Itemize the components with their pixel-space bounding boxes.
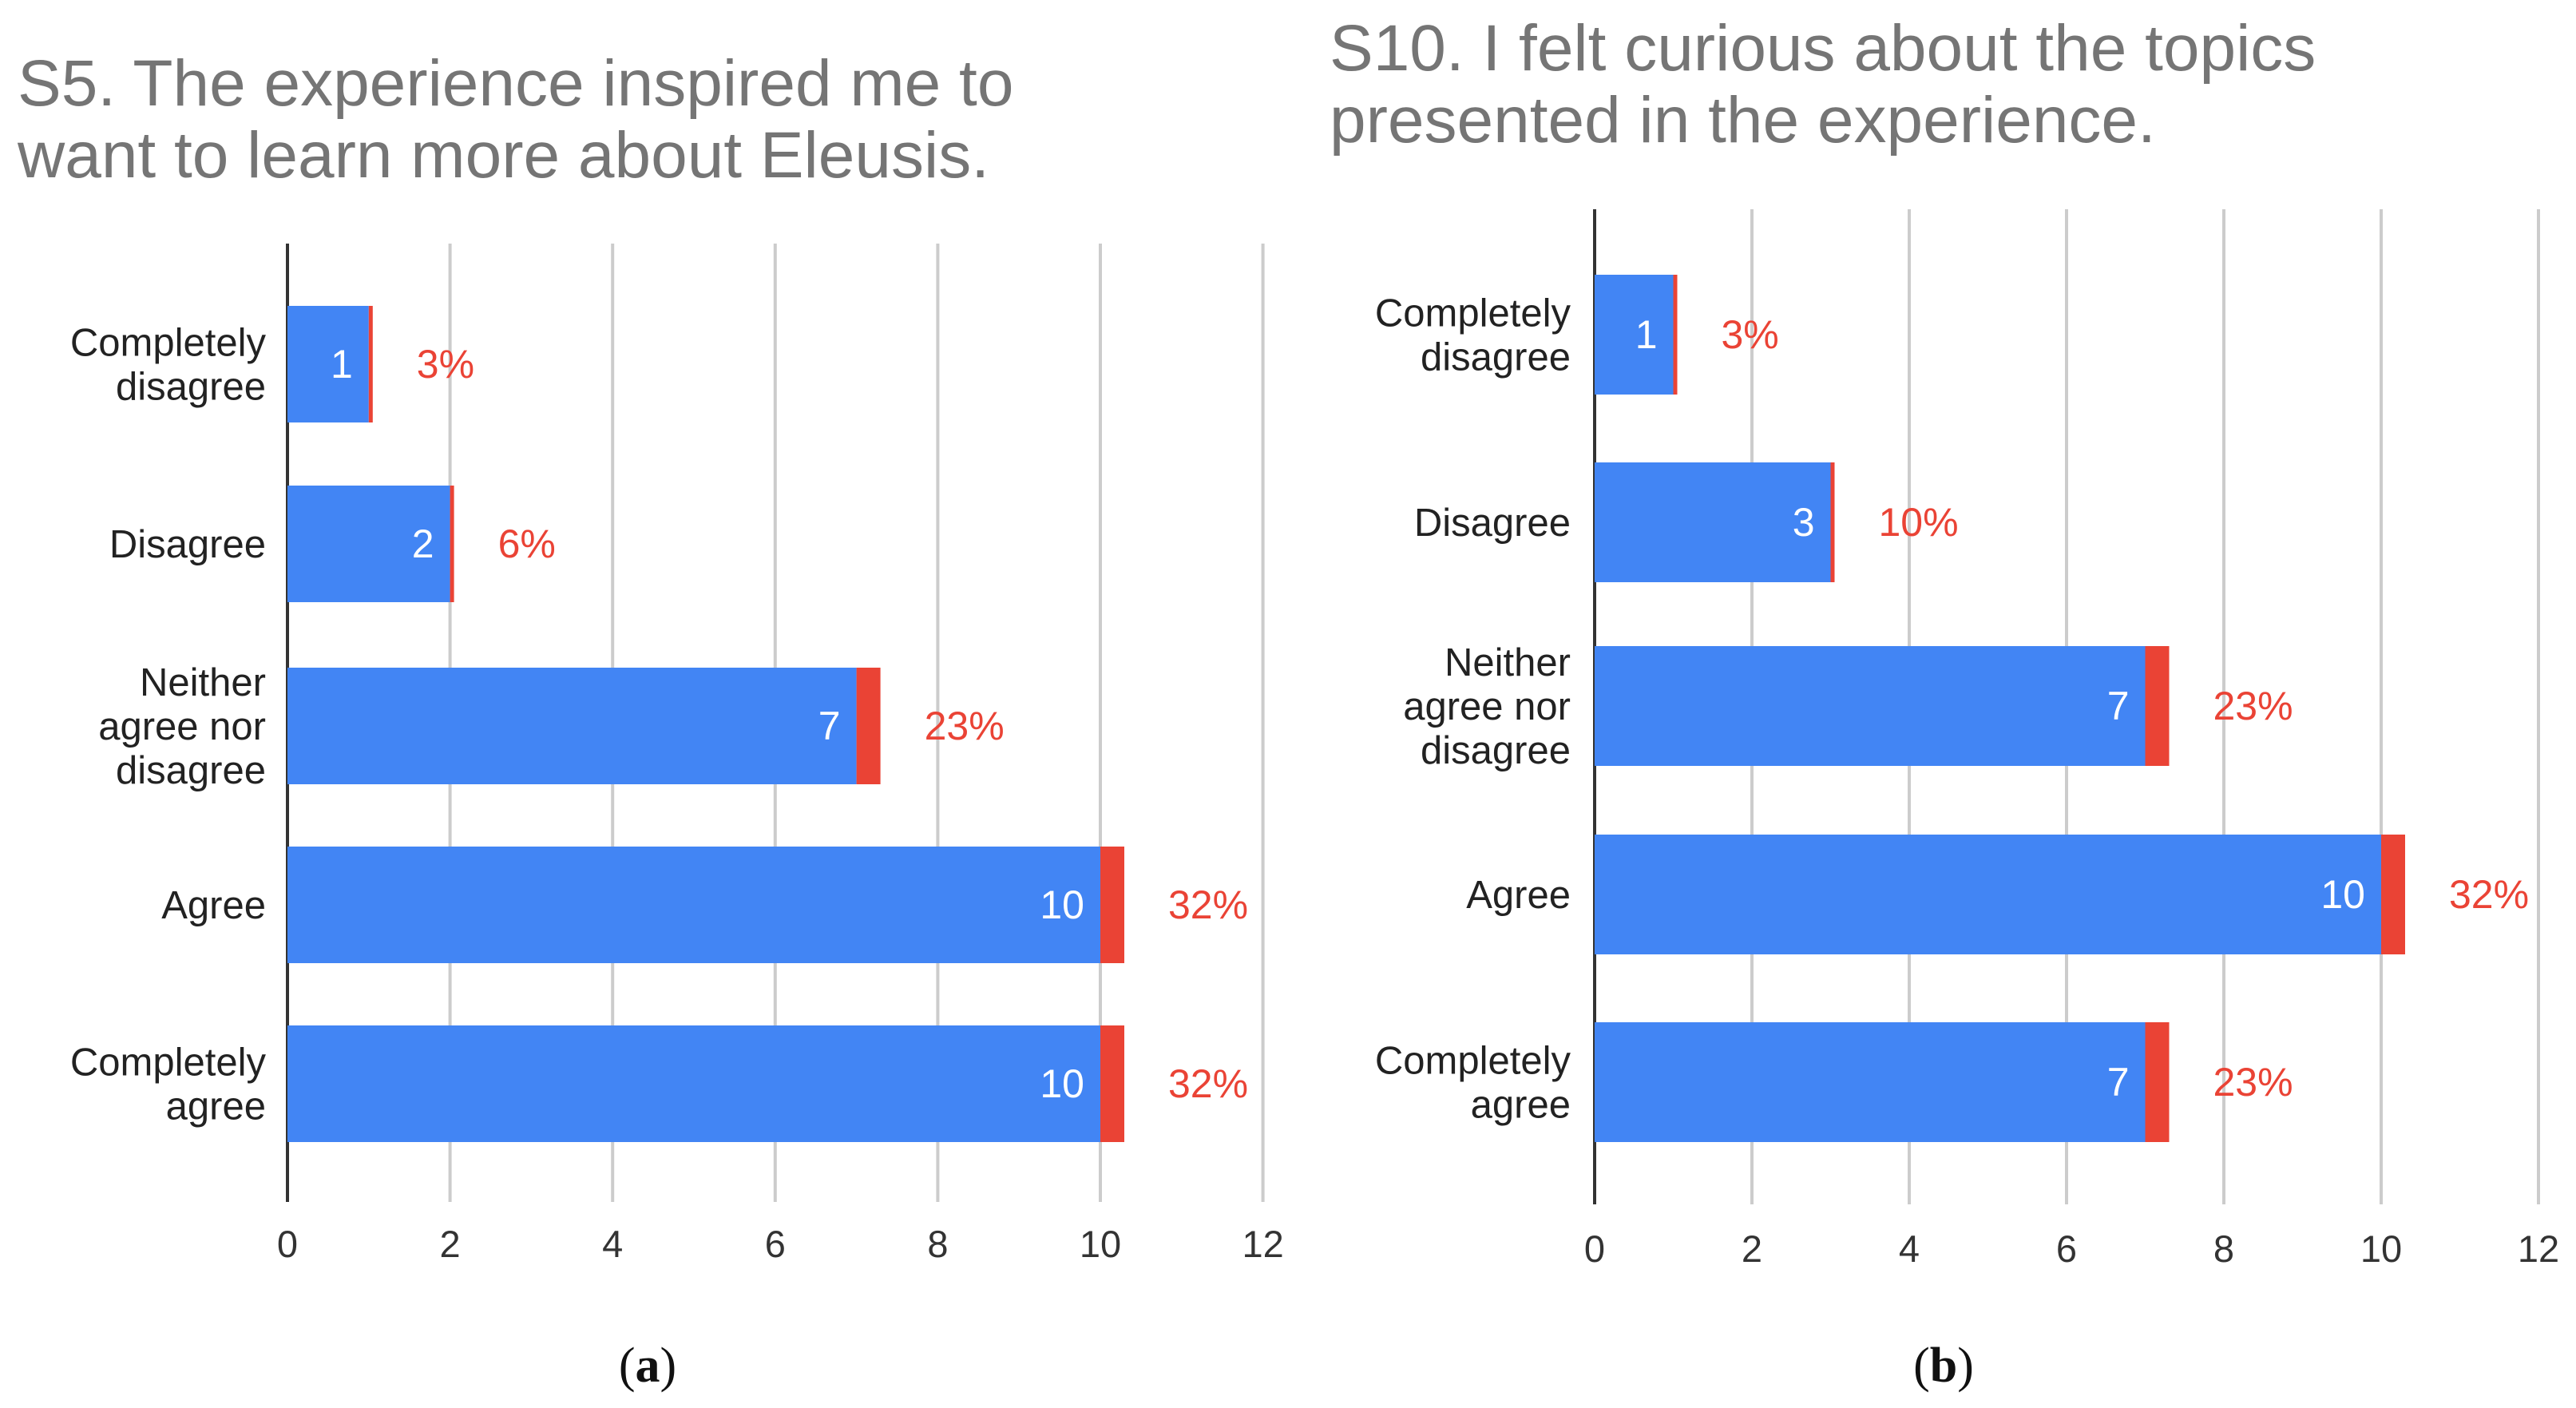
category-label: Completely disagree	[70, 322, 267, 409]
category-label-line: Disagree	[1414, 502, 1571, 545]
x-tick-label: 6	[2056, 1228, 2077, 1270]
category-label: Neither agree nor disagree	[1403, 641, 1571, 772]
bar-percent-label: 3%	[1722, 312, 1779, 357]
category-label: Neither agree nor disagree	[98, 661, 266, 792]
bar-percent-segment	[450, 486, 454, 602]
category-label: Completely agree	[1375, 1040, 1571, 1127]
bar-value-label: 1	[1635, 312, 1658, 357]
chart-title-line: S5. The experience inspired me to	[18, 47, 1013, 120]
bar-value-label: 7	[2107, 684, 2130, 728]
bar-value-label: 10	[1040, 882, 1084, 927]
bar-percent-segment	[1830, 462, 1835, 582]
category-label: Agree	[161, 884, 266, 927]
category-label-line: Agree	[161, 884, 266, 927]
category-label-line: agree nor	[1403, 685, 1571, 728]
bar-value-label: 3	[1793, 500, 1815, 545]
x-tick-label: 10	[1080, 1223, 1121, 1265]
category-label-line: agree	[1471, 1084, 1571, 1127]
chart-title-line: presented in the experience.	[1330, 84, 2156, 157]
caption-close: )	[660, 1339, 677, 1393]
bar	[1595, 646, 2146, 766]
category-label-line: agree nor	[98, 705, 266, 748]
bar-percent-segment	[1673, 275, 1678, 395]
bar	[287, 1025, 1100, 1142]
bar-percent-segment	[2145, 646, 2170, 766]
bar	[287, 847, 1100, 963]
bar	[1595, 462, 1831, 582]
bar-percent-segment	[856, 668, 881, 784]
category-label-line: agree	[166, 1085, 266, 1128]
category-label-line: Agree	[1466, 874, 1571, 917]
bar-value-label: 10	[2320, 872, 2365, 917]
category-label-line: Neither	[140, 661, 266, 704]
bar-percent-label: 32%	[1168, 1061, 1248, 1106]
category-label: Disagree	[109, 523, 266, 566]
category-label: Completely disagree	[1375, 292, 1571, 379]
bar-percent-segment	[2145, 1022, 2170, 1142]
bar-percent-segment	[2381, 835, 2405, 954]
caption-open: (	[1913, 1339, 1930, 1393]
category-label-line: Disagree	[109, 523, 266, 566]
chart-title-line: want to learn more about Eleusis.	[17, 119, 989, 192]
x-tick-label: 8	[927, 1223, 948, 1265]
bar-percent-segment	[1100, 1025, 1124, 1142]
category-label: Agree	[1466, 874, 1571, 917]
x-tick-label: 8	[2213, 1228, 2234, 1270]
bar-percent-label: 3%	[417, 342, 474, 387]
x-tick-label: 2	[1742, 1228, 1762, 1270]
bar-percent-label: 23%	[2213, 1060, 2293, 1105]
bar-value-label: 10	[1040, 1061, 1084, 1106]
panel-b: S10. I felt curious about the topics pres…	[1330, 12, 2559, 1393]
category-label-line: Completely	[1375, 292, 1571, 335]
bar-percent-segment	[368, 306, 373, 422]
category-label-line: Completely	[1375, 1040, 1571, 1083]
bar	[1595, 835, 2381, 954]
caption-open: (	[619, 1339, 636, 1393]
chart-title: S10. I felt curious about the topics pres…	[1330, 12, 2316, 157]
bar-percent-label: 23%	[925, 704, 1005, 748]
category-label-line: disagree	[116, 366, 266, 409]
panel-caption: (b)	[1913, 1339, 1974, 1393]
bar-value-label: 7	[818, 704, 841, 748]
x-tick-label: 0	[1584, 1228, 1605, 1270]
panel-a: S5. The experience inspired me to want to…	[17, 47, 1284, 1393]
bar	[287, 486, 450, 602]
bar	[1595, 1022, 2146, 1142]
x-tick-label: 4	[602, 1223, 623, 1265]
bar-percent-label: 6%	[498, 522, 556, 566]
category-label-line: Neither	[1445, 641, 1571, 684]
x-tick-label: 12	[2518, 1228, 2559, 1270]
x-tick-label: 6	[765, 1223, 786, 1265]
x-tick-label: 12	[1242, 1223, 1283, 1265]
bar-percent-segment	[1100, 847, 1124, 963]
category-label-line: disagree	[1421, 336, 1571, 379]
bar	[1595, 275, 1674, 395]
bar	[287, 668, 857, 784]
category-label: Completely agree	[70, 1041, 267, 1128]
chart-title: S5. The experience inspired me to want to…	[17, 47, 1013, 192]
category-label-line: disagree	[1421, 729, 1571, 772]
x-tick-label: 10	[2360, 1228, 2402, 1270]
x-tick-label: 0	[277, 1223, 298, 1265]
bar-percent-label: 10%	[1879, 500, 1959, 545]
caption-letter: a	[636, 1339, 660, 1393]
category-label-line: Completely	[70, 322, 267, 365]
bar-percent-label: 32%	[1168, 882, 1248, 927]
panel-caption: (a)	[619, 1339, 676, 1393]
caption-close: )	[1957, 1339, 1974, 1393]
chart-title-line: S10. I felt curious about the topics	[1330, 12, 2316, 85]
bar-percent-label: 32%	[2449, 872, 2529, 917]
bar-value-label: 1	[331, 342, 353, 387]
bar	[287, 306, 369, 422]
x-tick-label: 4	[1899, 1228, 1920, 1270]
x-tick-label: 2	[440, 1223, 461, 1265]
caption-letter: b	[1930, 1339, 1957, 1393]
category-label: Disagree	[1414, 502, 1571, 545]
bar-value-label: 7	[2107, 1060, 2130, 1105]
category-label-line: Completely	[70, 1041, 267, 1085]
bar-value-label: 2	[412, 522, 434, 566]
bar-percent-label: 23%	[2213, 684, 2293, 728]
category-label-line: disagree	[116, 749, 266, 792]
